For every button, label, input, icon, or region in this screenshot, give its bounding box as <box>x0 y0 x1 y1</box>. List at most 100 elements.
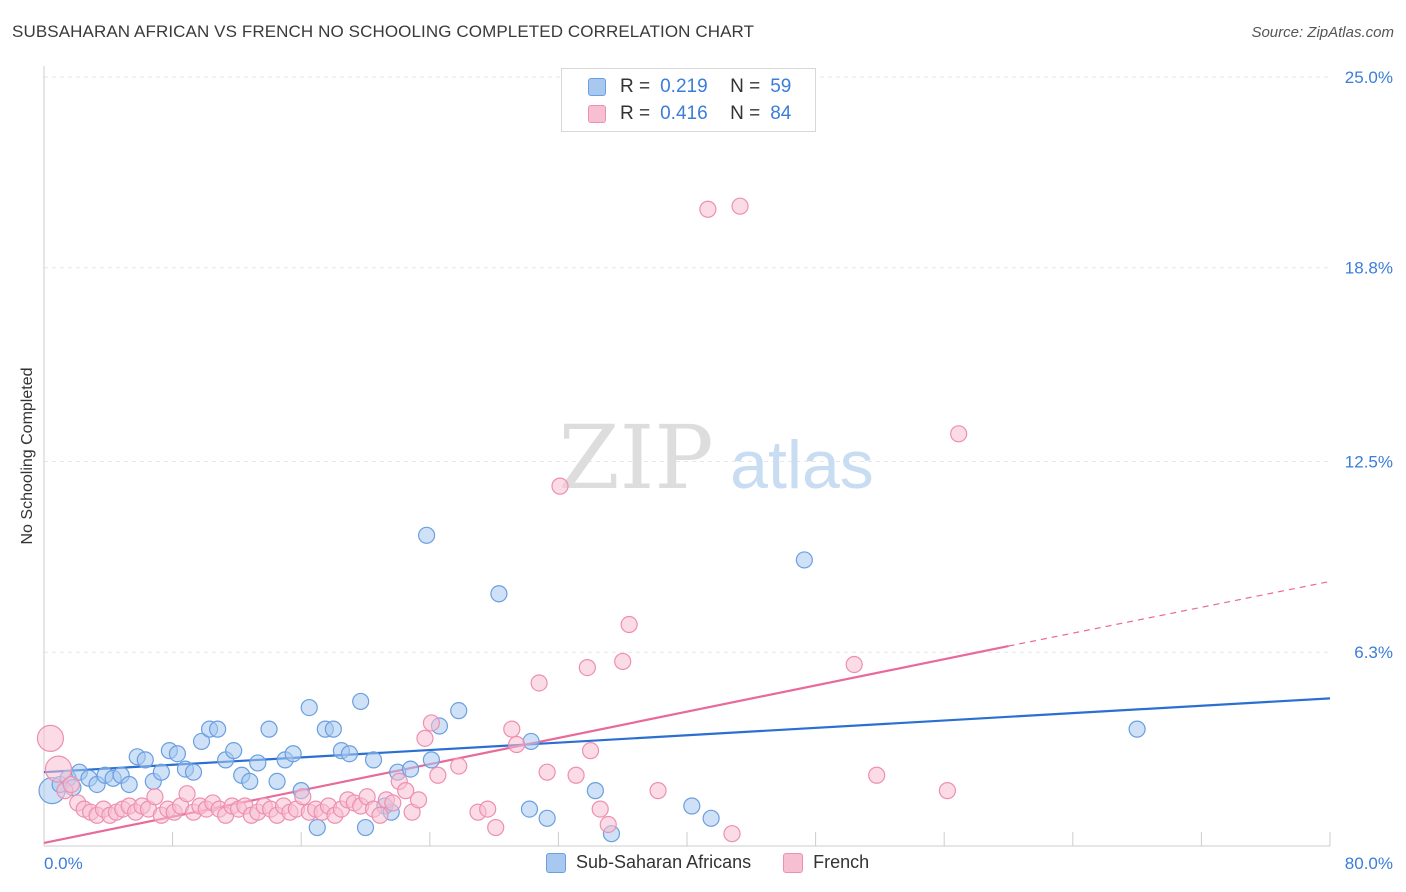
legend-row-subsaharan: R = 0.219 N = 59 <box>588 75 791 99</box>
legend-item-french[interactable]: French <box>783 852 869 873</box>
subsaharan-point <box>152 763 170 781</box>
subsaharan-point <box>683 797 701 815</box>
subsaharan-point <box>300 698 318 717</box>
subsaharan-point <box>401 760 420 778</box>
french-point <box>567 766 585 784</box>
tick-label-layer: 6.3% 12.5% 18.8% 25.0% 0.0% 80.0% <box>44 68 1393 873</box>
subsaharan-point <box>1128 720 1146 738</box>
french-point <box>416 729 434 747</box>
x-tick-label: 80.0% <box>1345 854 1393 873</box>
french-point <box>551 477 569 495</box>
french-point <box>723 825 741 843</box>
x-tick-label: 0.0% <box>44 854 83 873</box>
subsaharan-point <box>324 720 342 738</box>
french-point <box>938 782 957 800</box>
french-point <box>479 800 497 818</box>
french-point <box>422 714 441 732</box>
french-point <box>620 615 638 634</box>
watermark-atlas: atlas <box>730 427 874 503</box>
stats-legend: R = 0.219 N = 59 R = 0.416 N = 84 <box>561 68 816 132</box>
french-point <box>371 806 389 824</box>
legend-label: Sub-Saharan Africans <box>576 852 752 872</box>
french-point <box>429 766 447 784</box>
french-point <box>868 766 886 784</box>
y-tick-label: 6.3% <box>1354 643 1393 662</box>
legend-swatch-pink <box>783 852 804 873</box>
y-tick-label: 25.0% <box>1345 68 1393 87</box>
legend-n-value: 59 <box>770 76 792 97</box>
subsaharan-point <box>586 782 604 800</box>
legend-swatch-blue <box>546 852 566 873</box>
subsaharan-point <box>352 692 370 711</box>
french-point <box>146 788 164 806</box>
french-trendline-extension <box>1008 580 1331 647</box>
french-point <box>487 818 505 837</box>
subsaharan-point <box>260 720 278 738</box>
french-point <box>649 782 667 800</box>
legend-r-value: 0.219 <box>660 76 708 97</box>
subsaharan-point <box>192 732 211 751</box>
legend-swatch-blue <box>588 78 606 96</box>
french-point <box>731 197 749 215</box>
french-point <box>62 775 80 794</box>
french-point <box>599 815 617 834</box>
subsaharan-point <box>702 809 720 827</box>
subsaharan-point <box>490 585 508 603</box>
subsaharan-point <box>795 551 813 569</box>
series-legend: Sub-Saharan Africans French <box>546 852 901 873</box>
subsaharan-point <box>308 818 326 837</box>
french-point <box>450 757 468 775</box>
subsaharan-point <box>241 772 259 791</box>
subsaharan-point <box>225 742 243 760</box>
legend-r-label: R = <box>620 103 651 124</box>
legend-n-label: N = <box>730 103 761 124</box>
watermark-zip: ZIP <box>558 406 713 509</box>
legend-n-label: N = <box>730 76 761 97</box>
french-point <box>591 800 609 818</box>
legend-swatch-pink <box>588 105 606 123</box>
legend-n-value: 84 <box>770 103 792 124</box>
french-point <box>950 425 968 443</box>
subsaharan-point <box>284 745 302 763</box>
french-point <box>508 735 526 754</box>
subsaharan-point <box>450 702 468 720</box>
french-point <box>581 742 600 760</box>
french-point <box>699 200 717 218</box>
legend-label: French <box>813 852 870 872</box>
french-point <box>384 794 402 812</box>
y-axis-label: No Schooling Completed <box>19 367 36 545</box>
subsaharan-point <box>538 809 556 827</box>
french-point <box>614 652 632 671</box>
legend-r-value: 0.416 <box>660 103 708 124</box>
french-point <box>538 763 556 781</box>
french-point <box>503 720 521 738</box>
legend-item-subsaharan[interactable]: Sub-Saharan Africans <box>546 852 751 873</box>
french-point <box>409 791 428 809</box>
french-point <box>44 755 73 783</box>
subsaharan-point <box>136 751 154 769</box>
source-label: Source: ZipAtlas.com <box>1251 24 1394 41</box>
subsaharan-point <box>249 754 267 772</box>
subsaharan-point <box>356 818 375 837</box>
legend-row-french: R = 0.416 N = 84 <box>588 102 791 126</box>
legend-r-label: R = <box>620 76 651 97</box>
french-point <box>178 785 196 803</box>
subsaharan-point <box>209 720 227 738</box>
subsaharan-point <box>364 751 383 769</box>
subsaharan-point <box>417 526 436 544</box>
axis-layer <box>43 66 1331 847</box>
french-point <box>578 658 596 677</box>
subsaharan-point <box>268 772 286 791</box>
y-tick-label: 12.5% <box>1345 453 1393 472</box>
french-point <box>530 674 548 692</box>
subsaharan-point <box>184 763 203 781</box>
subsaharan-point <box>340 745 359 763</box>
subsaharan-point <box>522 732 540 751</box>
points-layer <box>36 197 1146 843</box>
chart-title: SUBSAHARAN AFRICAN VS FRENCH NO SCHOOLIN… <box>12 22 755 41</box>
subsaharan-point <box>422 751 441 769</box>
french-point <box>397 782 415 800</box>
subsaharan-point <box>520 800 539 818</box>
french-point <box>36 724 65 752</box>
